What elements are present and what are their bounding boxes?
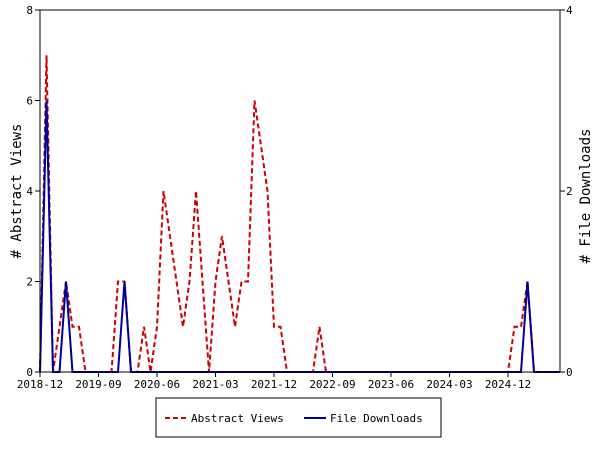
plot-background: [40, 10, 560, 372]
x-tick-label: 2024-03: [426, 378, 472, 391]
legend-label-file-downloads: File Downloads: [330, 412, 423, 425]
y-left-tick-label: 0: [26, 366, 33, 379]
plot-frame: [39, 9, 561, 373]
y-axis-right-title: # File Downloads: [578, 129, 594, 264]
x-tick-label: 2019-09: [75, 378, 121, 391]
x-tick-label: 2022-09: [309, 378, 355, 391]
y-axis-left-title: # Abstract Views: [9, 124, 25, 259]
legend-box: [155, 397, 442, 438]
y-left-tick-label: 6: [26, 95, 33, 108]
x-tick-label: 2021-03: [192, 378, 238, 391]
legend-label-abstract-views: Abstract Views: [191, 412, 284, 425]
y-left-tick-label: 2: [26, 276, 33, 289]
x-tick-label: 2024-12: [485, 378, 531, 391]
x-tick-label: 2020-06: [134, 378, 180, 391]
legend: Abstract Views File Downloads: [155, 397, 442, 438]
y-right-tick-label: 0: [566, 366, 573, 379]
y-left-tick-label: 8: [26, 4, 33, 17]
y-left-tick-label: 4: [26, 185, 33, 198]
tick-layer: 0 2 4 6 8 0 2 4 2018-12 2019-09 2020-06 2021-03 2021…: [17, 4, 573, 391]
x-tick-label: 2018-12: [17, 378, 63, 391]
x-tick-label: 2021-12: [251, 378, 297, 391]
y-right-tick-label: 2: [566, 185, 573, 198]
x-tick-label: 2023-06: [368, 378, 414, 391]
y-right-tick-label: 4: [566, 4, 573, 17]
